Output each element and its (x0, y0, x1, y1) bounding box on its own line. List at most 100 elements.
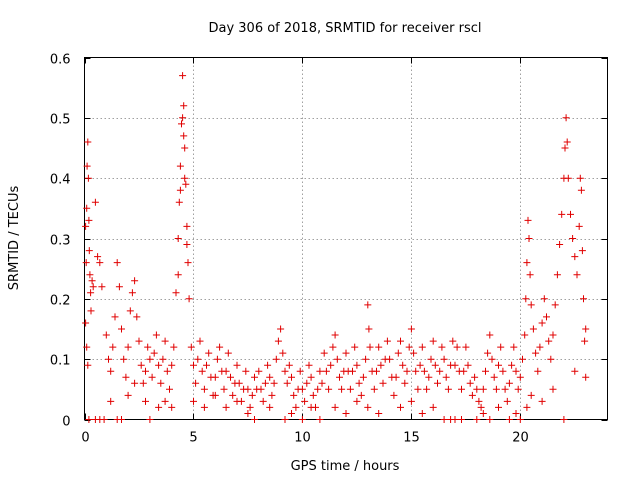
data-point (512, 410, 520, 417)
data-point (495, 403, 502, 411)
data-point (184, 259, 192, 267)
data-point (571, 253, 579, 261)
data-point (392, 373, 400, 381)
data-point (255, 367, 263, 375)
data-point (211, 373, 219, 381)
data-point (84, 361, 92, 369)
data-point (179, 114, 187, 122)
data-point (578, 247, 586, 255)
data-point (429, 403, 437, 411)
data-point (473, 416, 481, 423)
data-point (142, 367, 149, 375)
data-point (577, 186, 585, 194)
data-point (316, 367, 324, 375)
data-point (549, 385, 557, 393)
data-point (105, 355, 112, 363)
data-point (157, 379, 165, 387)
data-point (495, 361, 502, 369)
data-point (285, 361, 293, 369)
data-point (497, 343, 505, 351)
data-point (266, 403, 274, 411)
data-point (146, 416, 154, 423)
data-point (477, 403, 485, 411)
data-point (318, 379, 326, 387)
data-point (266, 373, 274, 381)
data-point (181, 144, 189, 152)
data-point (176, 186, 184, 194)
data-point (462, 343, 470, 351)
data-point (270, 379, 278, 387)
data-point (524, 216, 532, 224)
data-point (576, 174, 584, 182)
data-point (516, 373, 524, 381)
data-point (547, 355, 555, 363)
data-point (329, 343, 337, 351)
data-point (107, 367, 115, 375)
data-point (407, 325, 415, 333)
data-point (365, 325, 373, 333)
data-point (551, 301, 559, 309)
data-point (109, 343, 117, 351)
data-point (429, 337, 437, 345)
y-tick-label: 0.4 (50, 173, 71, 188)
data-point (248, 391, 256, 399)
data-point (124, 343, 132, 351)
data-point (486, 416, 494, 423)
data-point (301, 397, 309, 405)
data-point (183, 222, 191, 230)
data-point (364, 301, 372, 309)
data-point (122, 373, 130, 381)
data-point (220, 385, 228, 393)
data-point (118, 325, 125, 333)
data-point (538, 319, 546, 327)
data-point (170, 343, 178, 351)
data-point (296, 367, 304, 375)
y-axis-label: SRMTID / TECUs (7, 186, 22, 291)
data-point (556, 241, 564, 248)
data-point (98, 283, 106, 291)
data-point (292, 403, 300, 411)
data-point (128, 289, 136, 297)
data-point (410, 349, 418, 357)
data-point (322, 367, 330, 375)
data-point (473, 385, 481, 393)
data-point (85, 416, 93, 423)
data-point (414, 385, 422, 393)
data-point (508, 361, 516, 369)
data-point (514, 385, 522, 393)
data-point (159, 355, 167, 363)
data-point (394, 349, 402, 357)
data-point (538, 397, 546, 405)
x-tick-label: 0 (81, 431, 89, 446)
y-tick-label: 0.3 (50, 234, 71, 249)
data-point (120, 355, 128, 363)
data-point (283, 379, 291, 387)
data-point (366, 343, 374, 351)
data-point (175, 198, 183, 206)
data-point (190, 397, 197, 405)
data-point (251, 416, 258, 423)
data-point (575, 222, 583, 230)
data-point (563, 138, 571, 146)
data-point (440, 416, 448, 423)
data-point (582, 373, 590, 381)
data-point (471, 373, 479, 381)
data-point (244, 410, 252, 417)
data-point (133, 313, 141, 321)
data-point (364, 403, 372, 411)
data-point (84, 138, 92, 146)
data-point (222, 367, 230, 375)
data-point (407, 397, 415, 405)
data-point (545, 337, 553, 345)
data-point (274, 337, 282, 345)
data-point (281, 367, 289, 375)
data-point (205, 349, 213, 357)
data-point (499, 367, 507, 375)
data-point (182, 180, 190, 188)
data-point (85, 216, 93, 224)
data-point (460, 367, 468, 375)
data-point (519, 355, 526, 363)
data-point (113, 259, 121, 267)
data-point (264, 361, 272, 369)
data-point (146, 355, 154, 363)
